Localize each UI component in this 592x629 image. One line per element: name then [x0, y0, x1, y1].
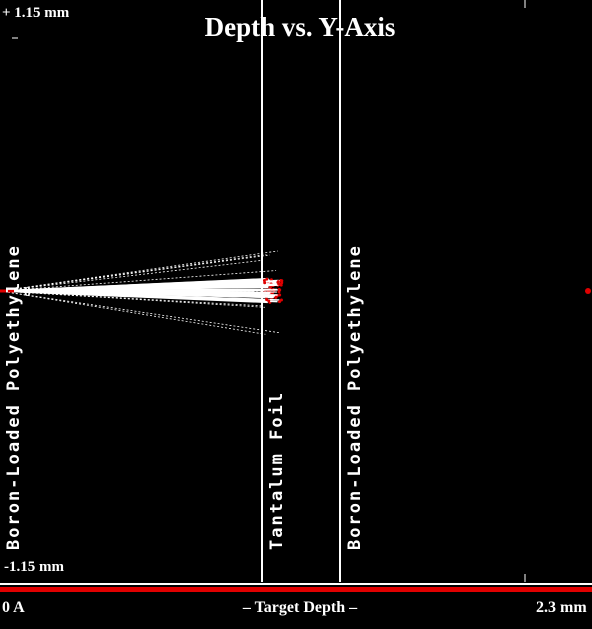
ion-track	[0, 290, 277, 293]
x-right-label: 2.3 mm	[536, 599, 587, 616]
ion-track	[0, 290, 265, 301]
ion-track	[0, 250, 278, 292]
layer-label: Tantalum Foil	[267, 391, 287, 550]
x-axis-bar	[0, 587, 592, 592]
layer-label: Boron-Loaded Polyethylene	[4, 244, 24, 550]
title: Depth vs. Y-Axis	[205, 12, 396, 42]
stopped-ion	[262, 279, 266, 283]
stopped-ion	[279, 283, 283, 287]
stopped-ion	[279, 298, 283, 302]
ion-track	[0, 259, 263, 292]
ion-track	[0, 290, 265, 308]
stopped-ion	[280, 279, 284, 283]
stopped-ion	[278, 293, 282, 297]
ion-track	[0, 279, 263, 292]
stopped-ion	[267, 299, 271, 303]
x-left-label: 0 A	[2, 599, 25, 616]
y-bottom-label: -1.15 mm	[4, 559, 64, 575]
ion-track	[0, 254, 271, 292]
y-top-label: + 1.15 mm	[2, 5, 70, 21]
ion-track	[0, 290, 280, 334]
stopped-ion	[265, 277, 269, 281]
stopped-ion	[277, 282, 281, 286]
beam-marker	[585, 288, 591, 294]
stopped-ion	[277, 290, 281, 294]
layer-label: Boron-Loaded Polyethylene	[345, 244, 365, 550]
y-zero-label: 0	[24, 285, 31, 300]
stopped-ion	[265, 298, 269, 302]
ion-tracks	[0, 250, 284, 335]
ion-track	[0, 290, 266, 335]
stopped-ion	[276, 280, 280, 284]
x-axis-label: – Target Depth –	[242, 599, 358, 616]
stopped-ion	[277, 300, 281, 304]
